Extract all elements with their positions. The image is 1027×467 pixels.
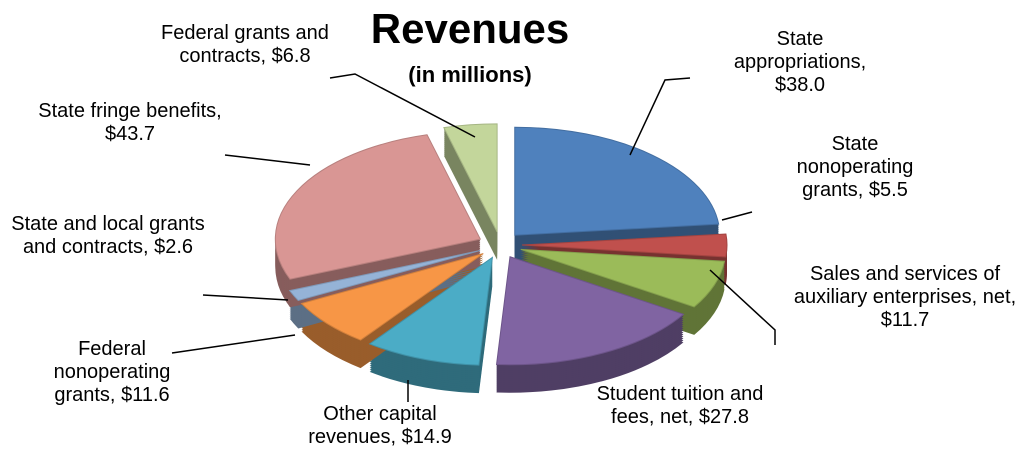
data-label: Sales and services of auxiliary enterpri… bbox=[785, 263, 1025, 332]
category-label: Other capital revenues, bbox=[308, 403, 437, 448]
category-label: State and local grants and contracts, bbox=[11, 213, 205, 258]
chart-title: Revenues bbox=[370, 5, 570, 52]
data-label: State nonoperating grants, $5.5 bbox=[785, 133, 925, 202]
leader-line bbox=[329, 73, 476, 138]
slice bbox=[368, 256, 494, 366]
category-label: State appropriations, bbox=[733, 28, 867, 73]
leader-line bbox=[171, 334, 296, 354]
leader-line bbox=[629, 77, 691, 156]
slice bbox=[495, 256, 685, 366]
leader-line bbox=[721, 211, 753, 221]
leader-line bbox=[202, 294, 289, 301]
value-label: $6.8 bbox=[271, 45, 311, 67]
data-label: State and local grants and contracts, $2… bbox=[8, 213, 208, 259]
value-label: $11.7 bbox=[880, 309, 930, 331]
slice bbox=[300, 253, 484, 341]
category-label: Student tuition and fees, net, bbox=[596, 383, 764, 428]
value-label: $43.7 bbox=[104, 123, 156, 145]
category-label: State fringe benefits, bbox=[38, 100, 222, 122]
data-label: Student tuition and fees, net, $27.8 bbox=[585, 383, 775, 429]
slice bbox=[288, 250, 481, 302]
value-label: $14.9 bbox=[401, 426, 452, 448]
data-label: State appropriations, $38.0 bbox=[715, 28, 885, 97]
leader-line bbox=[709, 269, 776, 345]
value-label: $2.6 bbox=[154, 236, 194, 258]
slice bbox=[443, 123, 498, 233]
data-label: State fringe benefits, $43.7 bbox=[25, 100, 235, 146]
slice bbox=[520, 248, 726, 308]
category-label: Federal nonoperating grants, bbox=[53, 338, 171, 406]
slice bbox=[514, 126, 720, 236]
leader-line bbox=[224, 154, 311, 166]
data-label: Federal nonoperating grants, $11.6 bbox=[37, 338, 187, 407]
category-label: State nonoperating grants, bbox=[796, 133, 914, 201]
value-label: $38.0 bbox=[774, 74, 826, 96]
category-label: Sales and services of auxiliary enterpri… bbox=[793, 263, 1017, 308]
value-label: $11.6 bbox=[121, 384, 170, 406]
data-label: Other capital revenues, $14.9 bbox=[285, 403, 475, 449]
value-label: $5.5 bbox=[868, 179, 908, 201]
chart-subtitle: (in millions) bbox=[408, 62, 532, 87]
slice bbox=[274, 134, 482, 280]
slice bbox=[521, 233, 728, 258]
data-label: Federal grants and contracts, $6.8 bbox=[150, 22, 340, 68]
value-label: $27.8 bbox=[698, 406, 749, 428]
category-label: Federal grants and contracts, bbox=[161, 22, 329, 67]
